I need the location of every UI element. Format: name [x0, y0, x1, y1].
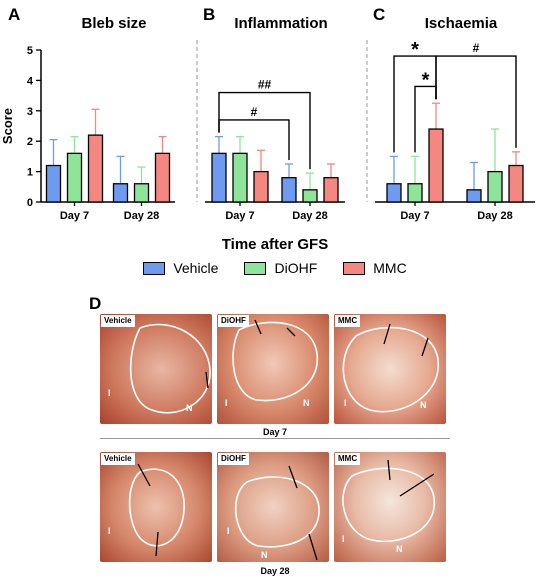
bar [45, 164, 62, 203]
bar [232, 152, 248, 203]
x-tick-label: Day 28 [477, 210, 512, 222]
photo-marker: N [186, 403, 193, 413]
panel-letter: B [203, 5, 215, 24]
y-tick-label: 0 [27, 197, 33, 209]
photo-day28-vehicle: I Vehicle [100, 452, 212, 562]
legend-item-diohf: DiOHF [244, 260, 317, 276]
significance-bracket [435, 55, 517, 148]
bar [133, 183, 150, 203]
photo-marker: I [227, 526, 230, 536]
bar [428, 128, 444, 203]
chart-title: Bleb size [81, 15, 146, 32]
bar [211, 152, 227, 203]
significance-bracket [218, 91, 311, 170]
bar [407, 183, 423, 203]
photo-tag: MMC [335, 315, 361, 327]
photo-marker: I [225, 398, 228, 408]
photo-drawing: I N [227, 465, 320, 561]
photo-day7-mmc: I N MMC [334, 314, 446, 424]
legend-item-vehicle: Vehicle [143, 260, 218, 276]
photo-marker: I [344, 398, 347, 408]
y-tick-label: 4 [27, 75, 34, 87]
photo-drawing: I N [342, 323, 439, 413]
chart-title: Inflammation [234, 15, 327, 32]
y-axis-label: Score [0, 108, 15, 144]
y-tick-label: 1 [27, 167, 33, 179]
y-tick-label: 5 [27, 45, 33, 57]
legend: Vehicle DiOHF MMC [0, 260, 550, 276]
significance-label: # [473, 41, 480, 55]
photo-tag: Vehicle [101, 315, 135, 327]
row-label-day7: Day 7 [262, 427, 288, 437]
significance-label: * [411, 39, 419, 61]
photo-tag: DiOHF [218, 315, 249, 327]
photo-marker: I [108, 388, 111, 398]
x-tick-label: Day 7 [60, 210, 89, 222]
y-tick-label: 3 [27, 106, 33, 118]
y-tick-label: 2 [27, 136, 33, 148]
legend-label-mmc: MMC [373, 260, 407, 276]
significance-label: # [251, 105, 258, 119]
bar [386, 183, 402, 203]
bar [323, 177, 339, 203]
photo-day7-vehicle: I N Vehicle [100, 314, 212, 424]
bar-charts: A Bleb size 0 1 2 3 4 5 Score Day 7 Day 28 B Inflamm… [0, 5, 535, 222]
photo-drawing: I N [225, 319, 318, 408]
photo-tag: DiOHF [218, 453, 249, 465]
legend-label-diohf: DiOHF [274, 260, 318, 276]
legend-swatch-mmc [343, 261, 366, 275]
photo-day28-mmc: I N MMC [334, 452, 446, 562]
photo-day7-diohf: I N DiOHF [217, 314, 329, 424]
panel-letter: A [8, 5, 20, 24]
legend-item-mmc: MMC [343, 260, 407, 276]
photo-marker: N [420, 400, 427, 410]
photo-tag: MMC [335, 453, 361, 465]
x-tick-label: Day 7 [225, 210, 254, 222]
photo-marker: I [108, 526, 111, 536]
bar [66, 152, 83, 203]
bar [112, 183, 129, 203]
panel-letter: C [373, 5, 385, 24]
significance-label: * [422, 69, 430, 91]
legend-label-vehicle: Vehicle [173, 260, 219, 276]
row-divider [100, 438, 450, 439]
bar [466, 189, 482, 203]
bar [87, 134, 104, 203]
photo-drawing: I N [108, 323, 211, 414]
photo-marker: I [342, 534, 345, 544]
significance-bracket [218, 119, 290, 160]
photo-day28-diohf: I N DiOHF [217, 452, 329, 562]
significance-label: ## [258, 78, 272, 92]
panel-label-d: D [89, 294, 102, 313]
photo-marker: N [261, 550, 268, 560]
x-tick-label: Day 7 [400, 210, 429, 222]
bar [302, 189, 318, 203]
x-tick-label: Day 28 [124, 210, 159, 222]
legend-swatch-diohf [244, 261, 267, 275]
x-axis-title: Time after GFS [221, 236, 329, 253]
photo-drawing: I N [342, 459, 435, 554]
photo-marker: N [303, 398, 310, 408]
bar [508, 164, 524, 203]
bar [487, 170, 503, 203]
chart-title: Ischaemia [425, 15, 498, 32]
bar [154, 152, 171, 203]
bar [253, 170, 269, 203]
photo-marker: N [396, 544, 403, 554]
row-label-day28: Day 28 [260, 566, 290, 576]
photo-tag: Vehicle [101, 453, 135, 465]
legend-swatch-vehicle [143, 261, 166, 275]
photo-drawing: I [108, 463, 185, 557]
bar [281, 177, 297, 203]
x-tick-label: Day 28 [292, 210, 327, 222]
